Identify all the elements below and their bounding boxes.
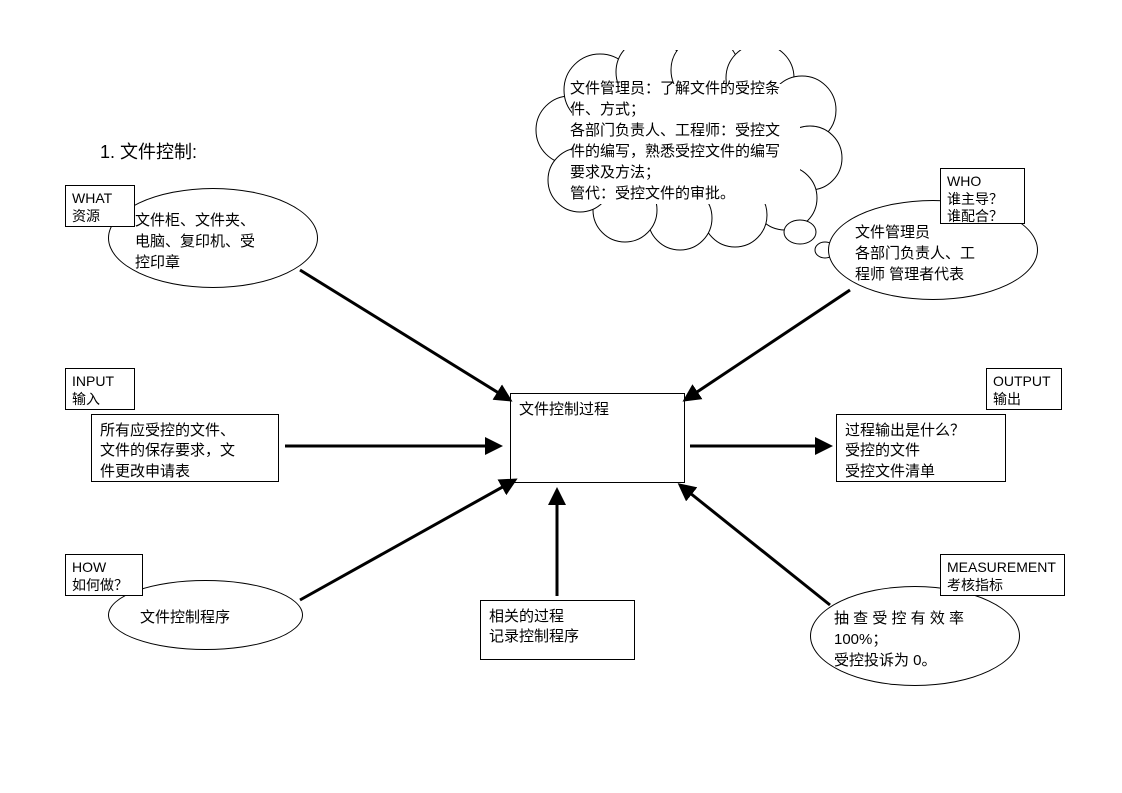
center-process-label: 文件控制过程 (519, 401, 609, 418)
page-title: 1. 文件控制: (100, 138, 197, 164)
measurement-label-box: MEASUREMENT 考核指标 (940, 554, 1065, 596)
center-process-box: 文件控制过程 (510, 393, 685, 483)
cloud-text: 文件管理员：了解文件的受控条 件、方式； 各部门负责人、工程师：受控文 件的编写… (570, 78, 820, 204)
measurement-ellipse-text: 抽 查 受 控 有 效 率 100%； 受控投诉为 0。 (834, 608, 964, 671)
output-label-box: OUTPUT 输出 (986, 368, 1062, 410)
output-content-box: 过程输出是什么？ 受控的文件 受控文件清单 (836, 414, 1006, 482)
how-ellipse-text: 文件控制程序 (140, 607, 230, 628)
input-label-box: INPUT 输入 (65, 368, 135, 410)
input-content-box: 所有应受控的文件、 文件的保存要求，文 件更改申请表 (91, 414, 279, 482)
who-ellipse-text: 文件管理员 各部门负责人、工 程师 管理者代表 (855, 222, 975, 285)
what-ellipse-text: 文件柜、文件夹、 电脑、复印机、受 控印章 (135, 210, 255, 273)
related-process-box: 相关的过程 记录控制程序 (480, 600, 635, 660)
what-label-box: WHAT 资源 (65, 185, 135, 227)
who-label-box: WHO 谁主导？ 谁配合？ (940, 168, 1025, 224)
how-label-box: HOW 如何做？ (65, 554, 143, 596)
